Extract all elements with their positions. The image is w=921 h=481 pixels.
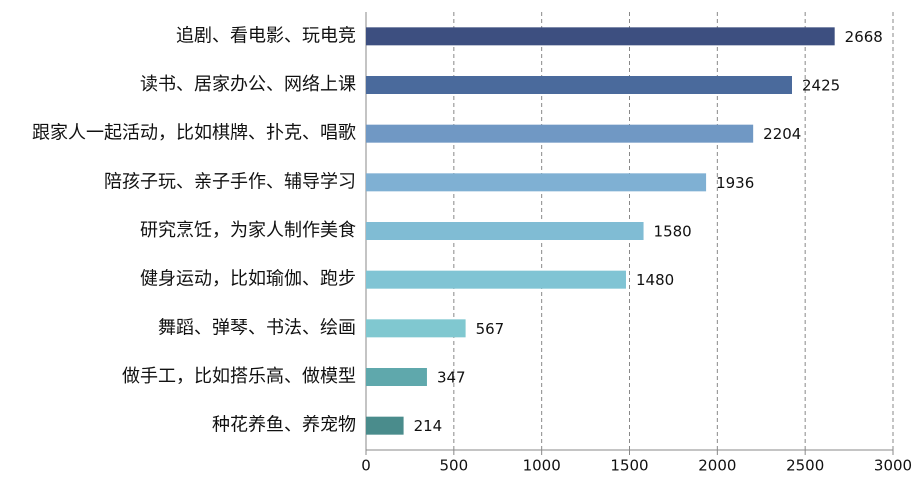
value-label: 2204: [763, 125, 801, 143]
value-label: 1580: [654, 223, 692, 241]
bar: [366, 319, 466, 338]
bar: [366, 416, 404, 435]
x-tick-label: 3000: [874, 457, 912, 475]
x-tick-label: 500: [440, 457, 469, 475]
value-label: 567: [476, 320, 505, 338]
y-tick-label: 追剧、看电影、玩电竞: [176, 25, 356, 46]
y-tick-label: 读书、居家办公、网络上课: [140, 74, 356, 95]
y-tick-label: 做手工，比如搭乐高、做模型: [122, 366, 356, 387]
value-label: 2425: [802, 77, 840, 95]
bar: [366, 76, 792, 94]
x-tick-label: 2000: [698, 457, 736, 475]
value-label: 2668: [845, 28, 883, 46]
y-tick-label: 研究烹饪，为家人制作美食: [140, 220, 356, 241]
value-label: 1480: [636, 271, 674, 289]
bar: [366, 368, 427, 386]
x-tick-label: 0: [361, 457, 371, 475]
y-tick-label: 舞蹈、弹琴、书法、绘画: [158, 317, 356, 338]
bar: [366, 173, 707, 192]
bar: [366, 124, 754, 143]
bar: [366, 270, 626, 289]
value-label: 1936: [716, 174, 754, 192]
x-tick-label: 1000: [523, 457, 561, 475]
y-tick-label: 跟家人一起活动，比如棋牌、扑克、唱歌: [32, 123, 356, 144]
y-tick-label: 陪孩子玩、亲子手作、辅导学习: [104, 171, 356, 192]
value-label: 214: [414, 417, 443, 435]
y-tick-label: 种花养鱼、养宠物: [212, 415, 356, 436]
bar: [366, 222, 644, 240]
bar: [366, 27, 835, 46]
y-tick-label: 健身运动，比如瑜伽、跑步: [140, 269, 356, 290]
x-tick-label: 2500: [786, 457, 824, 475]
x-tick-label: 1500: [610, 457, 648, 475]
value-label: 347: [437, 369, 466, 387]
